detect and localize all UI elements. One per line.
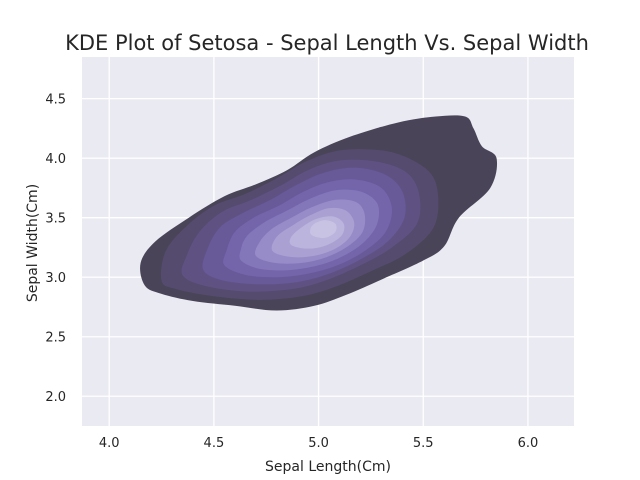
y-tick-label: 3.5	[45, 212, 66, 227]
x-tick-label: 4.5	[204, 436, 225, 451]
x-axis-label: Sepal Length(Cm)	[265, 459, 391, 475]
y-tick-label: 4.0	[45, 152, 66, 167]
x-tick-label: 5.0	[308, 436, 329, 451]
kde-level-10	[310, 220, 337, 239]
x-tick-label: 6.0	[518, 436, 539, 451]
kde-contours	[140, 115, 498, 311]
x-tick-label: 4.0	[99, 436, 120, 451]
chart-title: KDE Plot of Setosa - Sepal Length Vs. Se…	[65, 31, 589, 55]
y-tick-label: 2.5	[45, 331, 66, 346]
y-tick-label: 2.0	[45, 390, 66, 405]
y-axis-label: Sepal Width(Cm)	[25, 184, 41, 302]
y-tick-label: 3.0	[45, 271, 66, 286]
x-axis-ticks: 4.0 4.5 5.0 5.5 6.0	[99, 436, 538, 451]
y-tick-label: 4.5	[45, 93, 66, 108]
x-tick-label: 5.5	[413, 436, 434, 451]
y-axis-ticks: 2.0 2.5 3.0 3.5 4.0 4.5	[45, 93, 66, 406]
